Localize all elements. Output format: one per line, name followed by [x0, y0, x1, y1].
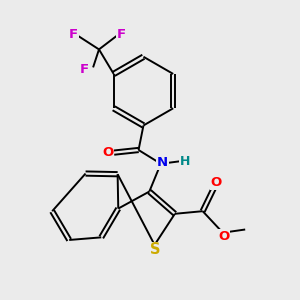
Text: H: H [180, 154, 190, 168]
Text: O: O [103, 146, 114, 159]
Text: O: O [218, 230, 229, 242]
Text: F: F [69, 28, 78, 40]
Text: O: O [211, 176, 222, 189]
Text: N: N [157, 156, 168, 169]
Text: F: F [116, 28, 125, 40]
Text: S: S [150, 242, 160, 257]
Text: F: F [80, 62, 88, 76]
